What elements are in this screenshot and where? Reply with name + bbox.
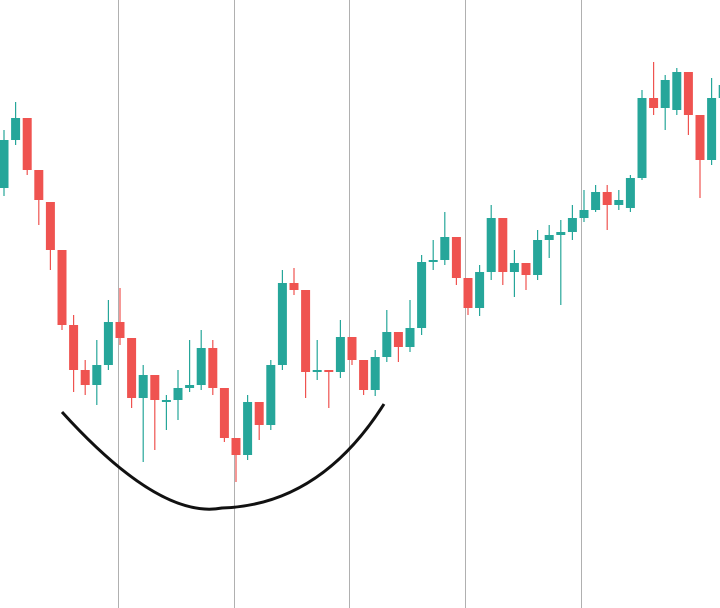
candle-body <box>463 278 473 308</box>
candle-body <box>567 218 577 232</box>
candle-body <box>173 388 183 400</box>
candle-body <box>196 348 206 385</box>
candle-body <box>324 370 334 372</box>
candle-body <box>208 348 218 388</box>
candle-body <box>451 237 461 278</box>
candle-body <box>312 370 322 372</box>
candle-body <box>707 98 717 160</box>
candle-body <box>103 322 113 365</box>
candles <box>0 62 720 482</box>
candle-body <box>579 210 589 218</box>
candle-body <box>660 80 670 108</box>
candle-body <box>185 385 195 388</box>
candle-body <box>625 178 635 208</box>
candle-body <box>440 237 450 260</box>
candle-body <box>34 170 44 200</box>
candle-body <box>0 140 9 188</box>
candle-body <box>22 118 32 170</box>
candle-body <box>80 370 90 385</box>
candle-body <box>591 192 601 210</box>
candle-body <box>556 232 566 235</box>
candle-body <box>359 360 369 390</box>
candle-body <box>277 283 287 365</box>
candle-body <box>243 402 253 455</box>
candle-body <box>602 192 612 205</box>
candle-body <box>498 218 508 272</box>
candle-body <box>150 375 160 400</box>
candle-body <box>219 388 229 438</box>
candle-body <box>393 332 403 347</box>
candle-body <box>428 260 438 262</box>
candle-body <box>266 365 276 425</box>
candle-body <box>57 250 67 325</box>
candle-body <box>649 98 659 108</box>
candle-body <box>347 337 357 360</box>
candle-body <box>672 72 682 110</box>
candle-body <box>45 202 55 250</box>
candle-body <box>92 365 102 385</box>
candle-body <box>11 118 21 140</box>
candle-body <box>301 290 311 372</box>
candle-body <box>533 240 543 275</box>
candle-body <box>254 402 264 425</box>
rounding-bottom-curve <box>60 403 386 511</box>
candle-body <box>127 338 137 398</box>
candle-body <box>370 357 380 390</box>
candle-body <box>335 337 345 372</box>
candle-body <box>521 263 531 275</box>
candle-body <box>138 375 148 398</box>
candle-body <box>509 263 519 272</box>
candle-body <box>695 115 705 160</box>
candle-body <box>417 262 427 328</box>
candle-body <box>486 218 496 272</box>
candle-body <box>405 328 415 347</box>
candle-body <box>161 400 171 402</box>
candle-body <box>718 85 720 98</box>
candle-body <box>683 72 693 115</box>
candle-body <box>382 332 392 357</box>
candle-body <box>289 283 299 290</box>
candle-body <box>544 235 554 240</box>
candle-body <box>614 200 624 205</box>
candle-body <box>475 272 485 308</box>
candle-body <box>637 98 647 178</box>
candle-body <box>231 438 241 455</box>
candle-body <box>69 325 79 370</box>
candle-body <box>115 322 125 338</box>
